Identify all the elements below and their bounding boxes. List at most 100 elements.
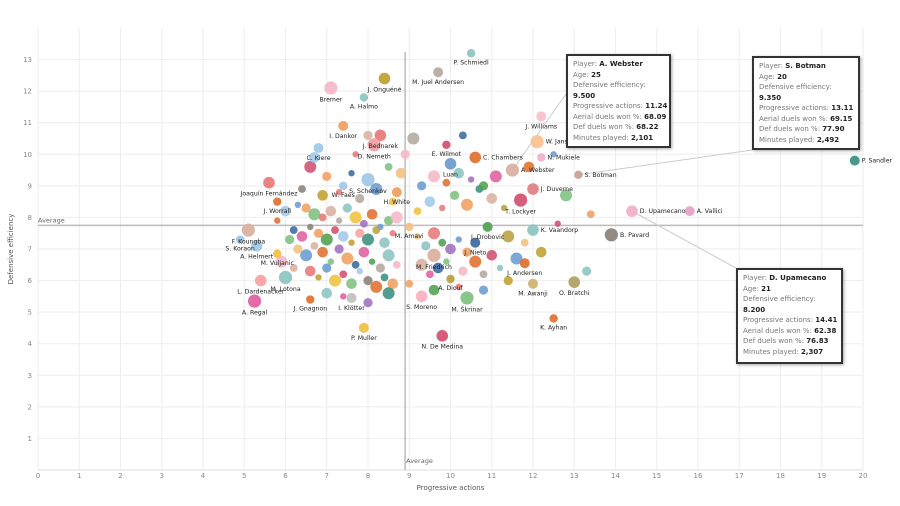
tooltip-d-upamecano: Player: D. Upamecano Age: 21 Defensive eff… [736,268,843,364]
y-tick-label: 1 [28,435,32,443]
data-point [327,258,335,265]
point-label: M. Awanji [518,291,548,298]
data-point [424,196,436,207]
data-point [317,246,328,258]
data-point [469,151,482,164]
data-point [502,230,515,243]
data-point [322,263,332,273]
data-point [358,246,370,258]
data-point [505,163,519,177]
data-point [582,266,592,276]
tooltip-row: Def duels won %: 76.83 [743,336,836,347]
data-point [415,290,428,303]
data-point [335,188,343,196]
data-point [362,233,374,246]
tooltip-row: Age: 20 [759,72,853,83]
data-point [428,227,440,240]
point-label: H. White [384,199,411,206]
data-point [849,155,860,166]
tooltip-leader-line [578,149,753,176]
x-tick-label: 20 [859,472,868,480]
data-point [315,274,322,281]
y-tick-label: 10 [23,151,32,159]
data-point [549,314,558,323]
tooltip-row: Age: 25 [573,70,664,81]
point-label: J. Gnagnon [292,306,327,313]
tooltip-row: Aerial duels won %: 62.38 [743,326,836,337]
data-point [313,228,324,238]
data-point [586,210,595,219]
data-point [438,238,447,247]
data-point [275,255,288,268]
data-point [425,270,434,279]
data-point [304,160,317,173]
data-point [413,207,422,216]
point-label: Joaquín Fernández [240,190,298,198]
tooltip-row: Defensive efficiency: [573,80,664,91]
data-point [310,241,319,250]
data-point [520,238,529,247]
data-point [370,183,383,196]
x-tick-label: 0 [36,472,40,480]
y-tick-label: 12 [23,88,32,96]
data-point [427,248,441,262]
data-point [414,233,421,240]
data-point [318,213,327,222]
data-point [527,183,539,195]
point-label: B. Pavard [620,232,649,239]
data-point [382,249,395,262]
x-tick-label: 16 [694,472,703,480]
point-label: I. Dankor [329,133,357,140]
data-point [361,172,375,187]
data-point [337,231,349,242]
point-label: A. Regal [242,310,268,317]
tooltip-row-label: Defensive efficiency: [743,295,816,303]
y-tick-label: 8 [28,214,32,222]
x-tick-label: 6 [283,472,288,480]
tooltip-row-value: 76.83 [806,337,829,345]
data-point [247,294,262,308]
data-point [446,274,455,284]
data-point [352,151,359,158]
tooltip-row-value: 68.09 [644,112,667,121]
point-label: C. Kiere [306,155,330,162]
tooltip-row-value: 2,101 [630,133,654,142]
data-point [254,274,267,287]
data-point [478,285,489,295]
tooltip-row-label: Minutes played: [743,347,801,356]
point-label: J. Andersen [506,270,542,277]
data-point [450,190,460,200]
y-tick-label: 11 [23,119,32,127]
tooltip-row-label: Def duels won %: [743,337,807,345]
data-point [274,217,281,224]
data-point [338,120,349,131]
data-point [342,203,352,213]
data-point [574,170,583,180]
point-label: D. Upamecano [640,208,686,215]
x-tick-label: 1 [77,472,81,480]
data-point [241,223,255,237]
data-point [375,263,385,273]
point-label: E. Wilmot [432,151,462,158]
data-point [313,142,324,153]
tooltip-row: Progressive actions: 11.24 [573,101,667,112]
reference-lines: Average Average [38,52,863,470]
data-point [341,252,354,265]
tooltip-row-label: Progressive actions: [743,316,816,324]
y-tick-label: 4 [28,340,33,348]
y-tick-label: 7 [28,246,32,254]
data-point [372,226,381,234]
data-point [339,181,348,191]
y-tick-label: 3 [28,372,32,380]
data-point [380,273,389,282]
data-point [273,249,282,258]
point-label: K. Ayhan [540,325,567,332]
y-average-label: Average [38,216,65,224]
point-label: S. Schenkov [349,188,387,195]
x-tick-label: 13 [570,472,579,480]
data-point [469,255,482,268]
point-label: J. Worrall [262,208,291,215]
data-point [366,208,378,220]
data-point [486,250,498,261]
grid [37,28,864,471]
